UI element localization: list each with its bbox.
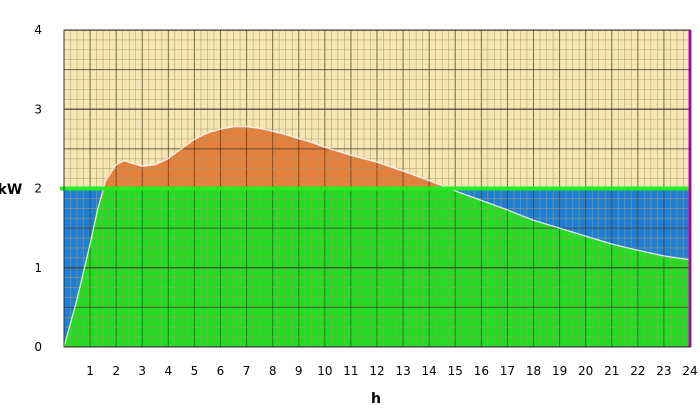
x-tick-label: 14	[422, 364, 437, 378]
x-tick-label: 24	[682, 364, 697, 378]
x-tick-label: 15	[448, 364, 463, 378]
x-tick-label: 4	[165, 364, 173, 378]
x-tick-label: 10	[317, 364, 332, 378]
y-tick-label: 1	[34, 261, 42, 275]
plot-frame	[63, 29, 691, 348]
x-tick-label: 11	[343, 364, 358, 378]
x-tick-label: 21	[604, 364, 619, 378]
x-tick-label: 2	[112, 364, 120, 378]
x-tick-label: 20	[578, 364, 593, 378]
x-tick-label: 17	[500, 364, 515, 378]
power-curve	[63, 126, 691, 348]
x-tick-label: 12	[369, 364, 384, 378]
y-tick-label: 3	[34, 102, 42, 116]
x-tick-label: 6	[217, 364, 225, 378]
x-tick-label: 23	[656, 364, 671, 378]
x-axis-label: h	[371, 391, 381, 407]
y-tick-label: 4	[34, 23, 42, 37]
y-tick-label: 2	[34, 182, 42, 196]
x-tick-label: 8	[269, 364, 277, 378]
y-axis-label: kW	[0, 182, 22, 198]
x-tick-label: 22	[630, 364, 645, 378]
x-tick-label: 16	[474, 364, 489, 378]
x-tick-label: 13	[395, 364, 410, 378]
x-tick-label: 18	[526, 364, 541, 378]
x-tick-label: 19	[552, 364, 567, 378]
x-tick-label: 1	[86, 364, 94, 378]
x-tick-label: 3	[138, 364, 146, 378]
x-tick-label: 9	[295, 364, 303, 378]
x-tick-label: 5	[191, 364, 199, 378]
y-tick-label: 0	[34, 340, 42, 354]
x-tick-label: 7	[243, 364, 251, 378]
